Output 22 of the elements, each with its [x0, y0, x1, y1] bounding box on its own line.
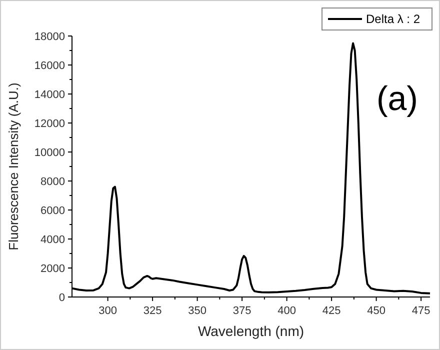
y-tick-label: 18000 [34, 31, 65, 43]
x-tick-label: 425 [322, 305, 341, 317]
y-tick-label: 0 [58, 292, 65, 304]
y-tick-label: 10000 [34, 147, 65, 159]
x-tick-label: 450 [367, 305, 386, 317]
y-tick-label: 16000 [34, 60, 65, 72]
y-tick-label: 8000 [40, 176, 65, 188]
x-tick-label: 375 [232, 305, 252, 317]
annotation: (a) [376, 80, 418, 118]
y-tick-label: 6000 [40, 205, 65, 217]
y-tick-label: 14000 [34, 89, 65, 101]
x-tick-label: 400 [278, 305, 296, 317]
y-tick-label: 12000 [34, 118, 65, 130]
x-tick-label: 475 [412, 305, 430, 317]
x-tick-label: 350 [188, 305, 206, 317]
x-tick-label: 300 [98, 305, 117, 317]
y-axis-title: Fluorescence Intensity (A.U.) [6, 82, 21, 250]
y-tick-label: 4000 [40, 234, 65, 246]
x-axis-title: Wavelength (nm) [198, 323, 304, 339]
y-tick-label: 2000 [40, 263, 65, 275]
x-tick-label: 325 [143, 305, 162, 317]
legend-label: Delta λ : 2 [366, 12, 420, 26]
